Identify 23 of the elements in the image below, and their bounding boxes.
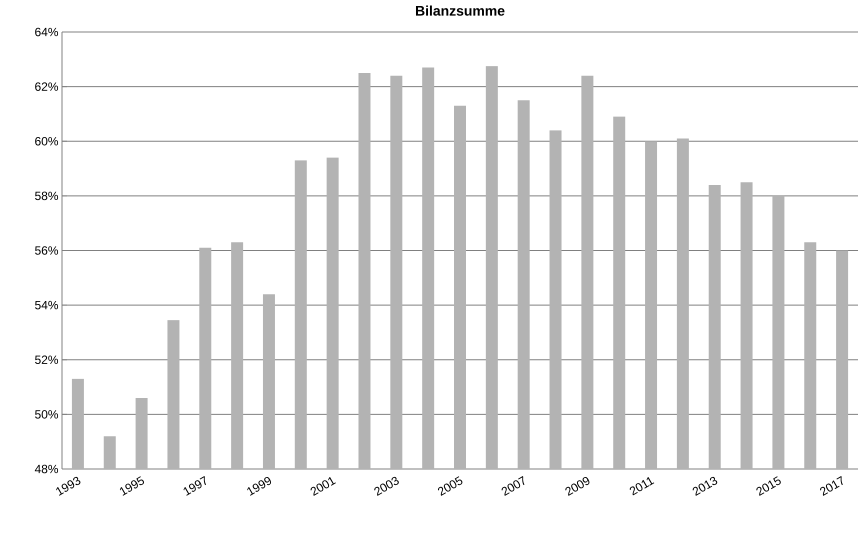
y-tick-label: 50% bbox=[35, 410, 58, 419]
y-tick-label: 56% bbox=[35, 246, 58, 255]
y-tick-label: 48% bbox=[34, 464, 58, 474]
x-tick-label: 2001 bbox=[310, 477, 336, 496]
x-tick-label: 2013 bbox=[692, 476, 718, 496]
x-tick-label: 1993 bbox=[56, 476, 80, 496]
x-tick-label: 1999 bbox=[247, 476, 272, 496]
chart-title: Bilanzsumme bbox=[416, 6, 504, 16]
y-tick-label: 62% bbox=[35, 82, 58, 91]
x-tick-label: 2017 bbox=[820, 476, 843, 496]
y-tick-label: 60% bbox=[35, 137, 58, 146]
y-tick-label: 58% bbox=[35, 192, 58, 200]
y-tick-label: 64% bbox=[35, 28, 58, 36]
x-tick-label: 1997 bbox=[184, 476, 206, 496]
x-tick-label: 2007 bbox=[502, 476, 524, 496]
x-tick-label: 2009 bbox=[565, 476, 590, 496]
x-tick-label: 2011 bbox=[630, 477, 654, 496]
x-tick-label: 2015 bbox=[756, 476, 781, 496]
x-tick-label: 1995 bbox=[120, 476, 144, 496]
y-tick-label: 52% bbox=[35, 356, 58, 364]
y-tick-label: 54% bbox=[35, 300, 58, 310]
x-tick-label: 2005 bbox=[438, 476, 462, 496]
x-tick-label: 2003 bbox=[374, 476, 399, 496]
